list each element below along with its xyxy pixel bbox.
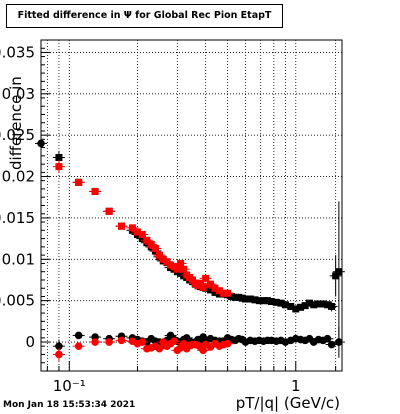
- series-red-square: [52, 159, 234, 297]
- data-point-square: [292, 305, 300, 313]
- data-point-square: [91, 187, 99, 195]
- y-tick-label: 0.015: [0, 209, 35, 227]
- data-point-square: [310, 301, 318, 309]
- data-point-square: [246, 295, 254, 303]
- data-point-square: [163, 258, 171, 266]
- data-point-square: [155, 251, 163, 259]
- data-point-circle: [74, 342, 83, 350]
- data-point-square: [128, 224, 136, 232]
- data-point-circle: [105, 338, 113, 346]
- data-point-circle: [335, 338, 343, 346]
- data-point-square: [151, 245, 159, 253]
- data-point-circle: [117, 336, 126, 345]
- data-point-square: [138, 230, 146, 238]
- data-point-square: [215, 287, 223, 295]
- data-point-square: [272, 298, 280, 306]
- data-point-square: [224, 289, 232, 297]
- y-tick-label: 0.005: [0, 292, 35, 310]
- data-point-square: [55, 163, 63, 171]
- data-point-square: [287, 302, 295, 310]
- x-tick-label: 10⁻¹: [53, 377, 86, 395]
- data-point-square: [133, 228, 141, 236]
- data-point-square: [105, 207, 113, 215]
- data-point-square: [211, 288, 219, 296]
- y-tick-label: 0: [25, 333, 35, 351]
- axis-ticks: [41, 47, 337, 372]
- data-point-square: [301, 302, 309, 310]
- x-axis-label: pT/|q| (GeV/c): [235, 394, 340, 412]
- series-red-circle: [52, 336, 234, 362]
- data-point-square: [206, 286, 214, 294]
- data-point-square: [180, 265, 188, 273]
- data-point-square: [251, 296, 259, 304]
- data-point-circle: [138, 338, 147, 346]
- data-point-square: [75, 178, 83, 186]
- data-point-circle: [74, 331, 83, 340]
- data-point-square: [332, 272, 340, 280]
- y-tick-label: 0.035: [0, 43, 35, 61]
- y-tick-label: 0.03: [2, 85, 35, 103]
- data-point-square: [227, 293, 235, 301]
- data-point-circle: [55, 350, 63, 359]
- x-tick-label: 1: [291, 377, 301, 395]
- data-point-square: [117, 222, 125, 230]
- grid: [41, 40, 342, 371]
- data-point-square: [177, 259, 185, 267]
- data-point-square: [206, 280, 214, 288]
- data-point-square: [202, 274, 210, 282]
- data-point-square: [335, 268, 343, 276]
- y-tick-label: 0.02: [2, 168, 35, 186]
- tick-labels: 0 0.005 0.01 0.015 0.02 0.025 0.03 0.035 10⁻¹ 1: [0, 43, 301, 395]
- data-point-square: [319, 300, 327, 308]
- data-point-square: [306, 299, 314, 307]
- data-point-circle: [37, 139, 45, 148]
- timestamp: Mon Jan 18 15:53:34 2021: [3, 400, 136, 410]
- data-point-circle: [170, 337, 178, 346]
- data-point-circle: [91, 338, 99, 346]
- data-point-square: [267, 297, 275, 305]
- chart-title: Fitted difference in Ψ for Global Rec Pi…: [17, 10, 272, 21]
- series-black-square: [52, 150, 345, 343]
- data-point-square: [263, 297, 271, 305]
- data-point-square: [147, 240, 155, 248]
- data-point-circle: [155, 344, 164, 353]
- data-point-square: [197, 279, 205, 287]
- data-point-square: [159, 255, 167, 263]
- data-point-circle: [55, 342, 63, 350]
- plot-frame: [40, 39, 343, 372]
- data-point-square: [297, 303, 305, 311]
- data-point-square: [55, 154, 63, 162]
- series-black-circle: [35, 139, 345, 358]
- data-point-square: [199, 283, 207, 291]
- chart-title-box: Fitted difference in Ψ for Global Rec Pi…: [6, 4, 283, 28]
- data-point-square: [323, 301, 331, 309]
- data-point-square: [173, 265, 181, 273]
- y-axis-label: difference in: [7, 76, 25, 170]
- data-point-square: [281, 301, 289, 309]
- data-point-circle: [223, 339, 232, 348]
- data-points: [35, 139, 345, 362]
- data-point-square: [143, 236, 151, 244]
- data-point-circle: [323, 334, 332, 343]
- data-point-circle: [199, 346, 207, 355]
- y-tick-label: 0.01: [2, 250, 35, 268]
- y-tick-label: 0.025: [0, 126, 35, 144]
- data-point-square: [211, 284, 219, 292]
- data-point-square: [328, 302, 336, 310]
- data-point-square: [138, 235, 146, 243]
- data-point-square: [277, 299, 285, 307]
- data-point-circle: [327, 340, 336, 349]
